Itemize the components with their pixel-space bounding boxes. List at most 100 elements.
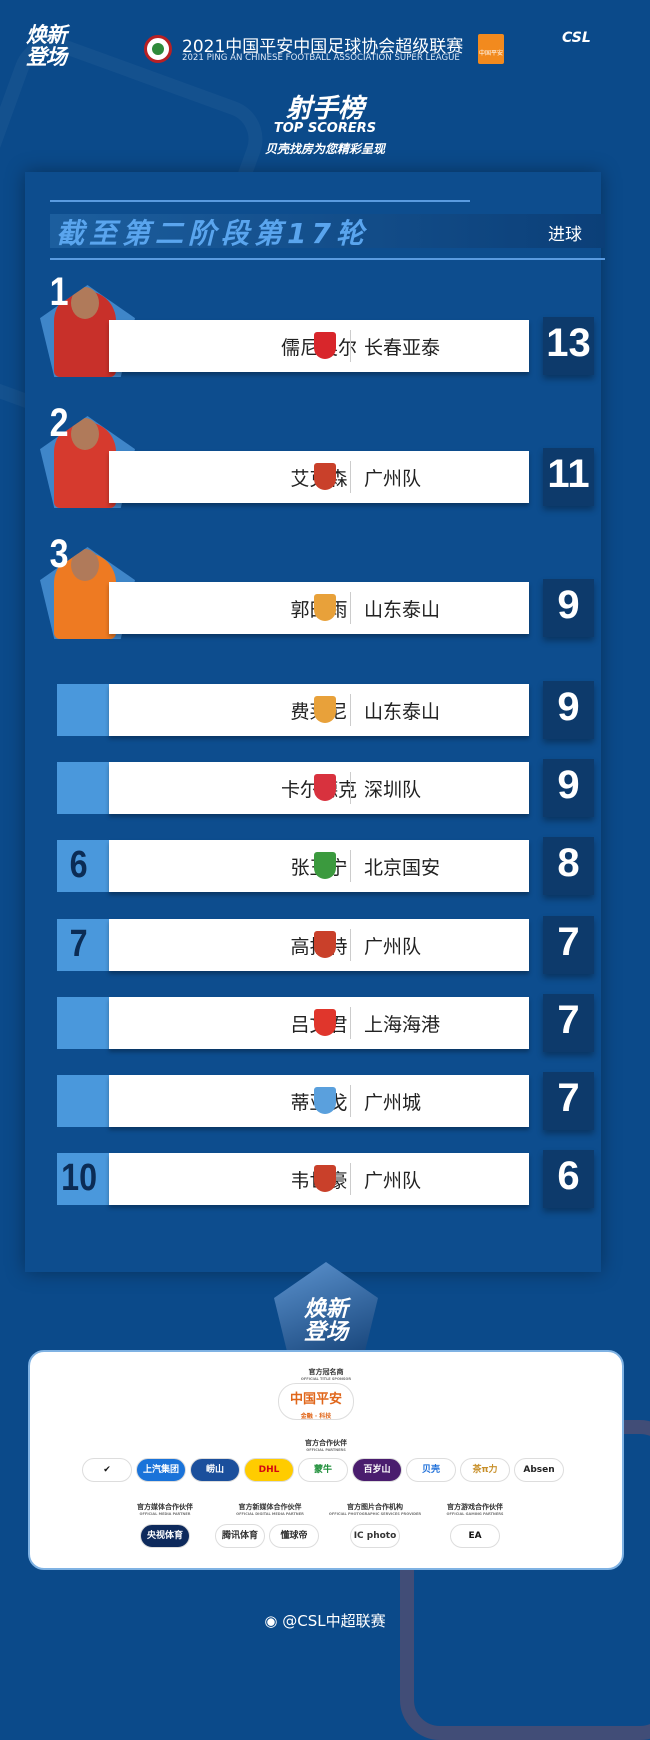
goals-count: 11	[543, 448, 594, 506]
partner-logo[interactable]: Absen	[514, 1458, 564, 1482]
section-title: 截至第二阶段第17轮	[56, 217, 369, 250]
sponsors-card: 官方冠名商 OFFICIAL TITLE SPONSOR 中国平安 金融 · 科技 …	[28, 1350, 624, 1570]
rank-number: 3	[49, 532, 69, 576]
team-name: 北京国安	[364, 857, 441, 879]
media-partner-logo[interactable]: IC photo	[350, 1524, 400, 1548]
team-name: 广州队	[364, 1170, 422, 1192]
divider	[350, 1163, 351, 1195]
rank-number: 7	[69, 923, 88, 965]
rank-box	[57, 919, 109, 971]
partner-group-label: 官方图片合作机构 OFFICIAL PHOTOGRAPHIC SERVICES P…	[328, 1503, 422, 1516]
team-name: 广州城	[364, 1092, 422, 1114]
goals-count: 8	[543, 837, 594, 895]
section-header	[50, 214, 605, 248]
divider	[50, 258, 605, 260]
partner-logo[interactable]: 上汽集团	[136, 1458, 186, 1482]
scorer-row: 蒂亚戈 广州城	[109, 1075, 529, 1127]
team-crest-icon	[314, 1009, 336, 1036]
rank-box	[57, 997, 109, 1049]
divider	[350, 1085, 351, 1117]
brand-slogan-logo: 焕新登场	[26, 23, 67, 69]
divider	[350, 850, 351, 882]
goals-column-label: 进球	[548, 225, 582, 245]
csl-logo: CSL	[562, 30, 591, 46]
scorer-row: 卡尔德克 深圳队	[109, 762, 529, 814]
cfa-emblem-icon	[144, 35, 172, 63]
title-sponsor-label: 官方冠名商 OFFICIAL TITLE SPONSOR	[300, 1368, 352, 1381]
team-crest-icon	[314, 1087, 336, 1114]
league-title-en: 2021 PING AN CHINESE FOOTBALL ASSOCIATIO…	[182, 53, 460, 63]
partner-group-label: 官方媒体合作伙伴 OFFICIAL MEDIA PARTNER	[137, 1503, 193, 1516]
divider	[350, 772, 351, 804]
ping-an-badge: 中国平安	[478, 34, 504, 64]
rank-box	[57, 1153, 109, 1205]
media-partner-logo[interactable]: 央视体育	[140, 1524, 190, 1548]
page-subtitle: TOP SCORERS	[273, 121, 377, 136]
divider	[350, 461, 351, 493]
team-name: 深圳队	[364, 779, 422, 801]
presenter-line: 贝壳找房为您精彩呈现	[264, 142, 385, 156]
rank-box	[57, 684, 109, 736]
goals-count: 9	[543, 759, 594, 817]
partner-logo[interactable]: 百岁山	[352, 1458, 402, 1482]
rank-number: 1	[49, 270, 69, 314]
brand-badge: 焕新登场	[274, 1262, 378, 1362]
rank-box	[57, 1075, 109, 1127]
partner-logo[interactable]: 茶π力	[460, 1458, 510, 1482]
badge-text: 焕新登场	[303, 1297, 348, 1345]
rank-number: 10	[61, 1157, 98, 1199]
divider	[350, 330, 351, 362]
rank-box	[57, 762, 109, 814]
team-crest-icon	[314, 594, 336, 621]
divider	[350, 1007, 351, 1039]
scorer-row: 儒尼奥尔 长春亚泰	[109, 320, 529, 372]
team-name: 上海海港	[364, 1014, 441, 1036]
league-title: 2021中国平安中国足球协会超级联赛	[182, 37, 464, 57]
rank-box	[57, 840, 109, 892]
team-crest-icon	[314, 852, 336, 879]
goals-count: 7	[543, 994, 594, 1052]
divider	[350, 694, 351, 726]
goals-count: 6	[543, 1150, 594, 1208]
scorer-row: 郭田雨 山东泰山	[109, 582, 529, 634]
goals-count: 9	[543, 579, 594, 637]
rank-number: 6	[69, 844, 88, 886]
partners-label: 官方合作伙伴 OFFICIAL PARTNERS	[305, 1439, 347, 1452]
team-crest-icon	[314, 931, 336, 958]
rank-number: 2	[49, 401, 69, 445]
scorer-row: 高拉特 广州队	[109, 919, 529, 971]
divider	[350, 929, 351, 961]
goals-count: 7	[543, 1072, 594, 1130]
media-partner-logo[interactable]: 腾讯体育	[215, 1524, 265, 1548]
scorer-row: 张玉宁 北京国安	[109, 840, 529, 892]
team-name: 山东泰山	[364, 599, 441, 621]
team-name: 广州队	[364, 468, 422, 490]
partner-group-label: 官方新媒体合作伙伴 OFFICIAL DIGITAL MEDIA PARTNER	[236, 1503, 304, 1516]
scorer-row: 韦世豪 广州队	[109, 1153, 529, 1205]
partner-logo[interactable]: DHL	[244, 1458, 294, 1482]
page-title: 射手榜	[285, 94, 364, 124]
team-crest-icon	[314, 1165, 336, 1192]
goals-count: 13	[543, 317, 594, 375]
goals-count: 7	[543, 916, 594, 974]
media-partner-logo[interactable]: 懂球帝	[269, 1524, 319, 1548]
sponsor-ping-an[interactable]: 中国平安 金融 · 科技	[278, 1383, 354, 1420]
weibo-handle: @CSL中超联赛	[282, 1612, 386, 1630]
goals-count: 9	[543, 681, 594, 739]
media-partner-logo[interactable]: EA	[450, 1524, 500, 1548]
divider	[350, 592, 351, 624]
team-crest-icon	[314, 332, 336, 359]
scorer-row: 吕文君 上海海港	[109, 997, 529, 1049]
partner-group-label: 官方游戏合作伙伴 OFFICIAL GAMING PARTNERS	[446, 1503, 504, 1516]
team-crest-icon	[314, 774, 336, 801]
team-crest-icon	[314, 463, 336, 490]
team-name: 山东泰山	[364, 701, 441, 723]
scorer-row: 艾克森 广州队	[109, 451, 529, 503]
partner-logo[interactable]: ✔	[82, 1458, 132, 1482]
weibo-footer: ◉ @CSL中超联赛	[0, 1610, 650, 1631]
divider	[50, 200, 470, 202]
partner-logo[interactable]: 贝壳	[406, 1458, 456, 1482]
partner-logo[interactable]: 蒙牛	[298, 1458, 348, 1482]
partner-logo[interactable]: 崂山	[190, 1458, 240, 1482]
team-name: 长春亚泰	[364, 337, 441, 359]
